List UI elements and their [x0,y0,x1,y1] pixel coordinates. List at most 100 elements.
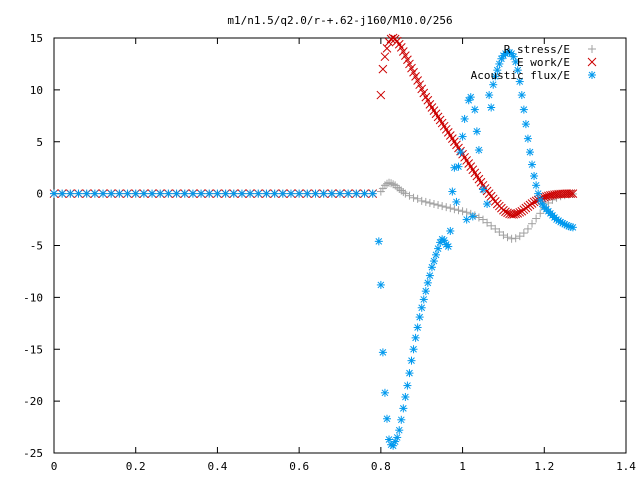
legend-label: E work/E [517,56,570,69]
data-point [417,196,426,205]
data-point [501,207,510,217]
data-point [458,207,467,216]
data-point [286,189,295,198]
axis-ticks: 0 0.2 0.4 0.6 0.8 1 1.2 1.4 -25 -20 -15 -10 -5 0 5 10 15 [23,32,636,473]
data-point [507,234,516,243]
data-point [99,189,108,198]
data-point [115,189,124,198]
y-tick-label: 15 [30,32,43,45]
data-point [405,59,414,69]
data-point [419,295,428,304]
data-point [368,189,377,198]
data-point [386,34,396,44]
data-point [530,171,539,180]
data-point [454,206,463,215]
data-point [172,189,181,198]
legend-label: Acoustic flux/E [471,69,570,82]
data-point [511,234,520,243]
data-point [472,127,481,136]
data-point [434,201,443,210]
data-point [523,224,532,233]
data-point [336,189,344,198]
data-point [503,233,512,242]
legend-marker [587,57,597,67]
y-tick-label: -15 [23,343,43,356]
data-point [479,215,487,224]
data-point [444,242,453,251]
data-point [401,392,410,401]
x-tick-label: 0.6 [289,460,309,473]
data-point [405,191,414,200]
data-point [378,348,387,357]
data-point [423,95,433,105]
data-point [515,77,524,86]
data-point [382,44,392,53]
data-point [487,103,496,112]
data-point [536,209,545,218]
data-point [568,189,578,198]
data-point [395,426,404,435]
data-point [156,189,165,198]
data-point [456,148,465,157]
x-tick-label: 0.8 [371,460,391,473]
y-tick-label: -10 [23,291,43,304]
series-2 [49,33,578,219]
data-point [382,414,391,423]
data-point [491,72,500,81]
data-point [148,189,157,198]
series-1 [50,178,577,243]
data-point [344,189,353,198]
data-point [411,333,420,342]
legend-marker [588,45,596,53]
data-point [82,189,91,198]
data-point [474,213,483,222]
data-point [419,88,429,98]
data-point [403,381,412,390]
data-point [429,257,438,266]
data-point [460,114,469,123]
data-point [123,189,132,198]
data-point [378,64,388,74]
data-point [417,303,426,312]
data-point [374,237,383,246]
data-point [385,178,394,187]
data-point [50,189,58,198]
x-tick-label: 0 [51,460,58,473]
x-tick-label: 1.2 [534,460,554,473]
data-point [564,189,574,198]
y-tick-label: 0 [36,188,43,201]
series-3 [50,48,577,450]
data-point [131,189,140,198]
data-point [90,189,99,198]
data-point [401,189,410,198]
data-point [413,76,422,85]
data-point [262,189,271,198]
data-point [382,179,391,188]
data-point [452,197,461,206]
data-point [360,189,369,198]
data-point [425,271,434,280]
data-point [462,208,471,217]
data-point [485,91,494,100]
data-point [487,221,496,230]
data-point [409,67,418,77]
data-point [429,200,438,208]
data-point [427,263,436,272]
data-point [352,189,361,198]
data-point [303,189,312,198]
data-point [74,189,83,198]
data-point [107,189,116,198]
data-point [180,189,189,198]
data-point [411,72,420,81]
data-point [270,189,279,198]
data-point [468,212,477,221]
data-point [442,203,451,212]
data-point [568,223,577,232]
data-point [495,228,504,237]
plot-frame [53,37,627,454]
data-point [319,189,328,198]
data-point [327,189,336,198]
data-point [434,244,443,253]
